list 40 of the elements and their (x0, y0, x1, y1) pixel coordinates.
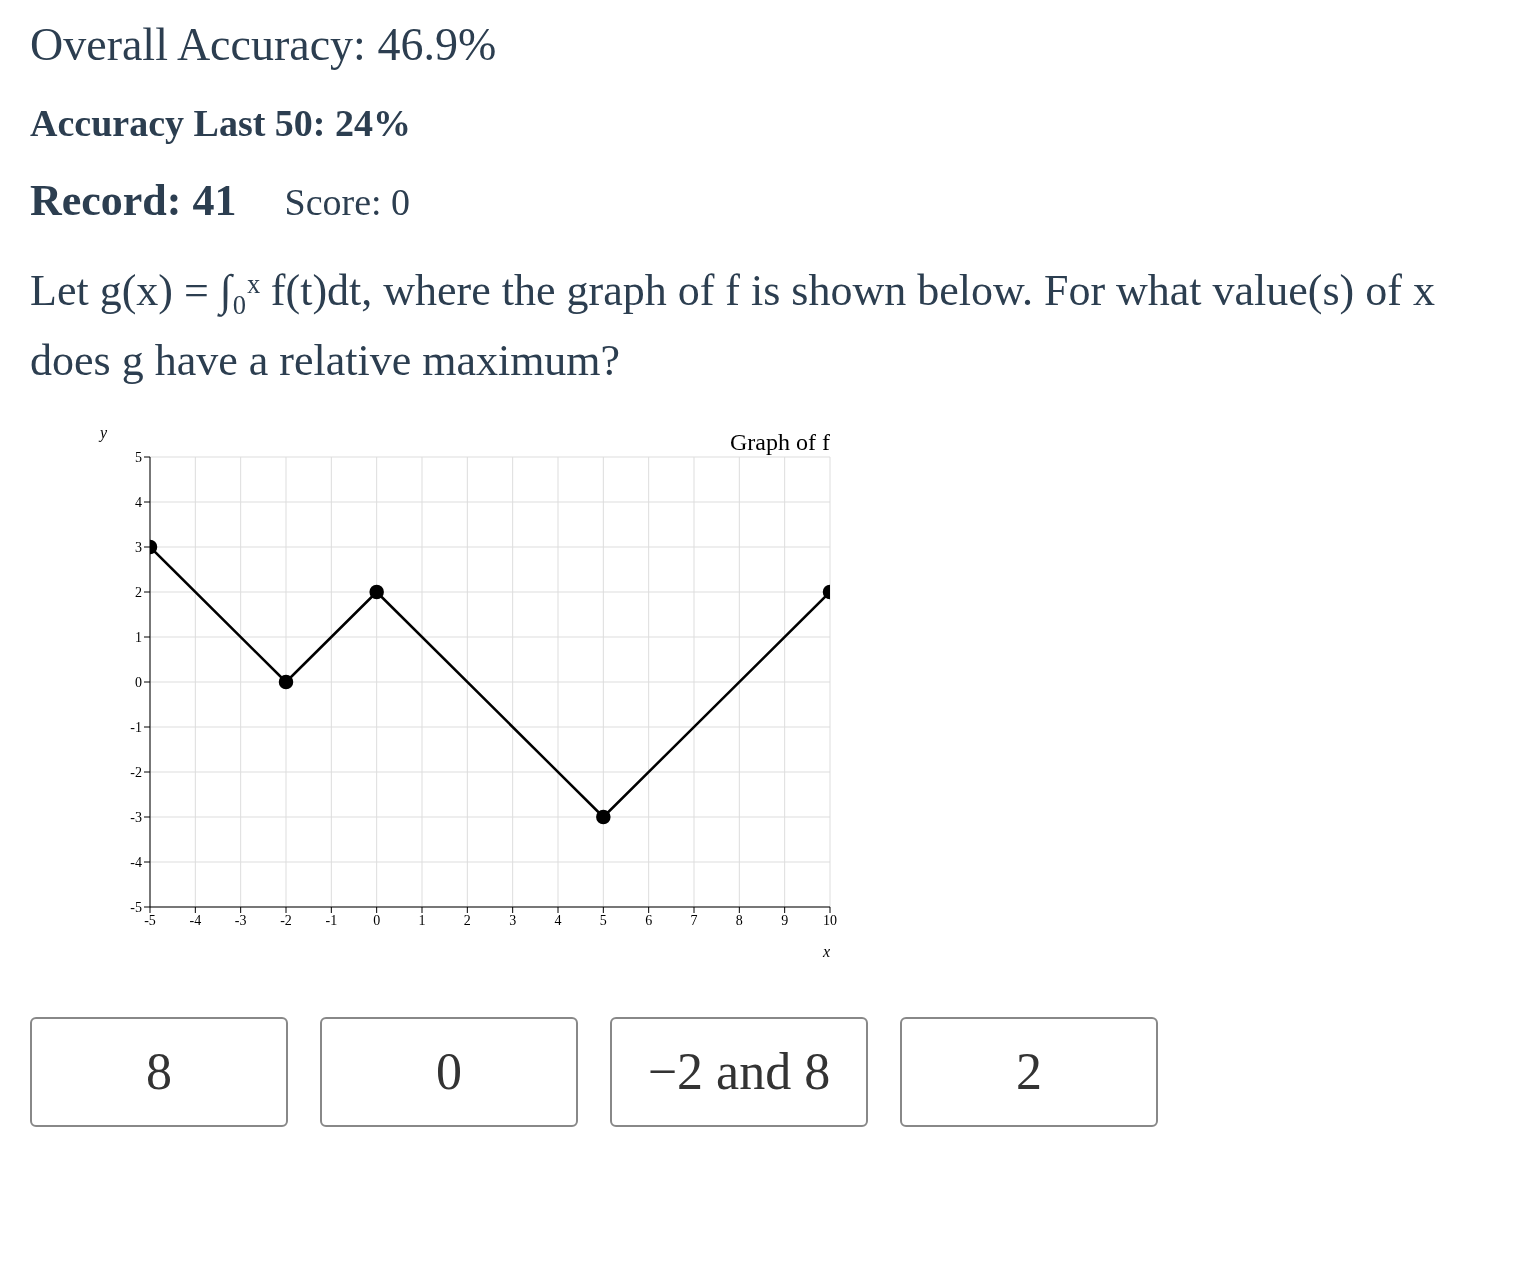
y-tick-label: 1 (135, 629, 142, 645)
y-tick-label: -1 (130, 719, 142, 735)
x-tick-label: 1 (418, 912, 426, 928)
x-tick-label: 6 (645, 912, 653, 928)
x-tick-label: 2 (463, 912, 471, 928)
text: Record: 41 (30, 176, 237, 225)
y-tick-label: -5 (130, 899, 142, 915)
x-tick-label: -4 (189, 912, 202, 928)
y-tick-label: -2 (130, 764, 142, 780)
x-tick-label: 3 (509, 912, 517, 928)
x-tick-label: 4 (554, 912, 562, 928)
x-tick-label: -3 (234, 912, 247, 928)
x-tick-label: 9 (781, 912, 789, 928)
x-tick-label: 7 (690, 912, 698, 928)
y-tick-label: 4 (135, 494, 142, 510)
text: −2 and 8 (610, 1016, 868, 1127)
text: Let g(x) = ∫₀ˣ f(t)dt, where the graph of f is shown below. For what value(s) of x does g have a relative maximum? (30, 265, 1436, 388)
chart-title: Graph of f (730, 428, 830, 456)
x-tick-label: 0 (373, 912, 381, 928)
x-tick-label: -1 (325, 912, 338, 928)
x-tick-label: 8 (735, 912, 743, 928)
y-tick-label: 0 (135, 674, 142, 690)
y-axis-title: y (98, 424, 108, 443)
text: 8 (30, 1016, 288, 1127)
text: 0 (320, 1016, 578, 1127)
x-tick-label: 10 (823, 912, 837, 928)
y-tick-label: -3 (130, 809, 142, 825)
text: Score: 0 (284, 181, 411, 223)
y-tick-label: 5 (135, 449, 142, 465)
point (369, 584, 384, 600)
text: 2 (900, 1016, 1158, 1127)
x-axis-title: x (821, 942, 830, 960)
y-tick-label: 3 (135, 539, 142, 555)
y-tick-label: -4 (130, 854, 142, 870)
text: Accuracy Last 50: 24% (30, 101, 412, 145)
x-tick-label: 5 (599, 912, 607, 928)
y-tick-label: 2 (135, 584, 142, 600)
x-tick-label: -2 (280, 912, 292, 928)
text: Overall Accuracy: 46.9% (30, 18, 498, 71)
point (278, 674, 294, 690)
